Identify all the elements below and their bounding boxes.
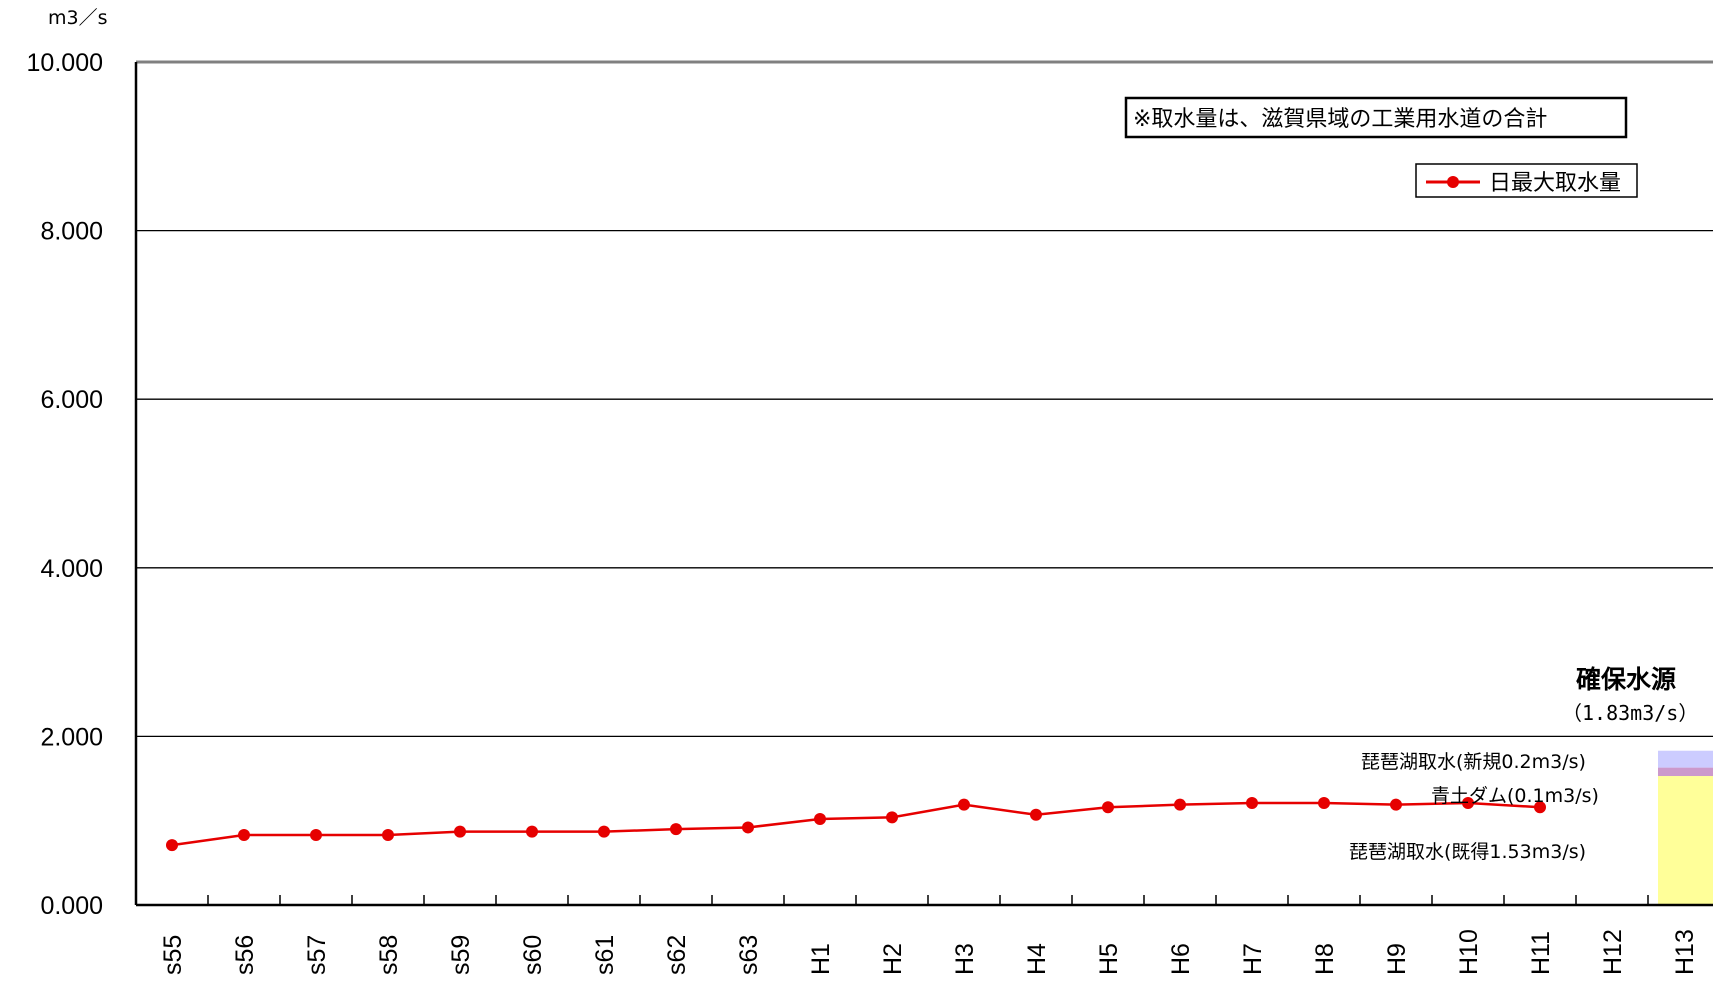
x-tick-label-H4: H4 [1023,943,1051,975]
series-layer [166,796,1546,852]
source-segment-0 [1658,776,1713,905]
secured-source-total: （1.83m3/s） [1562,701,1698,725]
x-tick-label-H5: H5 [1095,943,1123,975]
x-tick-label-H9: H9 [1383,943,1411,975]
y-tick-label: 10.000 [27,49,103,77]
data-point-H4 [1030,808,1042,821]
x-tick-label-H1: H1 [807,943,835,975]
y-tick-label: 4.000 [40,555,103,583]
axes [134,62,1713,907]
data-point-H5 [1102,801,1114,814]
x-axis-ticks: s55 s56 s57 s58 s59 s60 s61 s62 s63 H1 H2 H3 H4 H5 H6 H… [159,929,1699,975]
grid-lines [136,60,1713,738]
x-tick-label-s57: s57 [303,935,331,975]
secured-source-title: 確保水源 [1576,665,1676,694]
data-point-H9 [1390,798,1402,811]
y-tick-label: 2.000 [40,723,103,751]
x-tick-label-s59: s59 [447,935,475,975]
legend-marker [1447,176,1459,188]
data-point-s57 [310,829,322,842]
data-point-s58 [382,829,394,842]
segment-label-aotsuchi-dam: 青土ダム(0.1m3/s) [1431,785,1599,807]
x-tick-label-s58: s58 [375,935,403,975]
segment-label-new-intake: 琵琶湖取水(新規0.2m3/s) [1361,751,1586,773]
data-point-s59 [454,825,466,838]
y-tick-label: 6.000 [40,386,103,414]
y-axis-ticks: 0.000 2.000 4.000 6.000 8.000 10.000 [27,49,103,920]
x-tick-label-H10: H10 [1455,929,1483,975]
data-point-H8 [1318,796,1330,809]
data-point-H11 [1534,801,1546,814]
source-segment-2 [1658,750,1713,768]
data-point-s56 [238,829,250,842]
data-point-H1 [814,813,826,826]
x-tick-label-H7: H7 [1239,943,1267,975]
x-tick-label-H8: H8 [1311,943,1339,975]
x-tick-label-H6: H6 [1167,943,1195,975]
y-tick-label: 8.000 [40,218,103,246]
x-tick-label-H13: H13 [1671,929,1699,975]
x-tick-label-s61: s61 [591,935,619,975]
data-point-H10 [1462,796,1474,809]
data-point-s55 [166,839,178,852]
source-segment-1 [1658,767,1713,777]
note-box [1124,96,1628,139]
x-tick-label-s63: s63 [735,935,763,975]
x-tick-label-s56: s56 [231,935,259,975]
data-point-H3 [958,798,970,811]
data-point-H2 [886,811,898,824]
x-tick-label-H3: H3 [951,943,979,975]
x-tick-label-s60: s60 [519,935,547,975]
secured-source-bar [1658,750,1713,905]
data-point-s63 [742,821,754,834]
series-line-0 [171,801,1541,847]
note-text: ※取水量は、滋賀県域の工業用水道の合計 [1133,107,1547,132]
x-tick-label-H2: H2 [879,943,907,975]
x-tick-label-s62: s62 [663,935,691,975]
x-tick-label-s55: s55 [159,935,187,975]
legend-label: 日最大取水量 [1489,171,1621,196]
y-unit-label: m3／s [48,7,108,29]
x-tick-label-H11: H11 [1527,931,1555,975]
legend: 日最大取水量 [1415,163,1638,198]
data-point-H6 [1174,798,1186,811]
x-tick-label-H12: H12 [1599,929,1627,975]
data-point-s60 [526,825,538,838]
data-point-H7 [1246,796,1258,809]
segment-label-existing-intake: 琵琶湖取水(既得1.53m3/s) [1349,841,1586,863]
y-tick-label: 0.000 [40,892,103,920]
data-point-s62 [670,823,682,836]
data-point-s61 [598,825,610,838]
